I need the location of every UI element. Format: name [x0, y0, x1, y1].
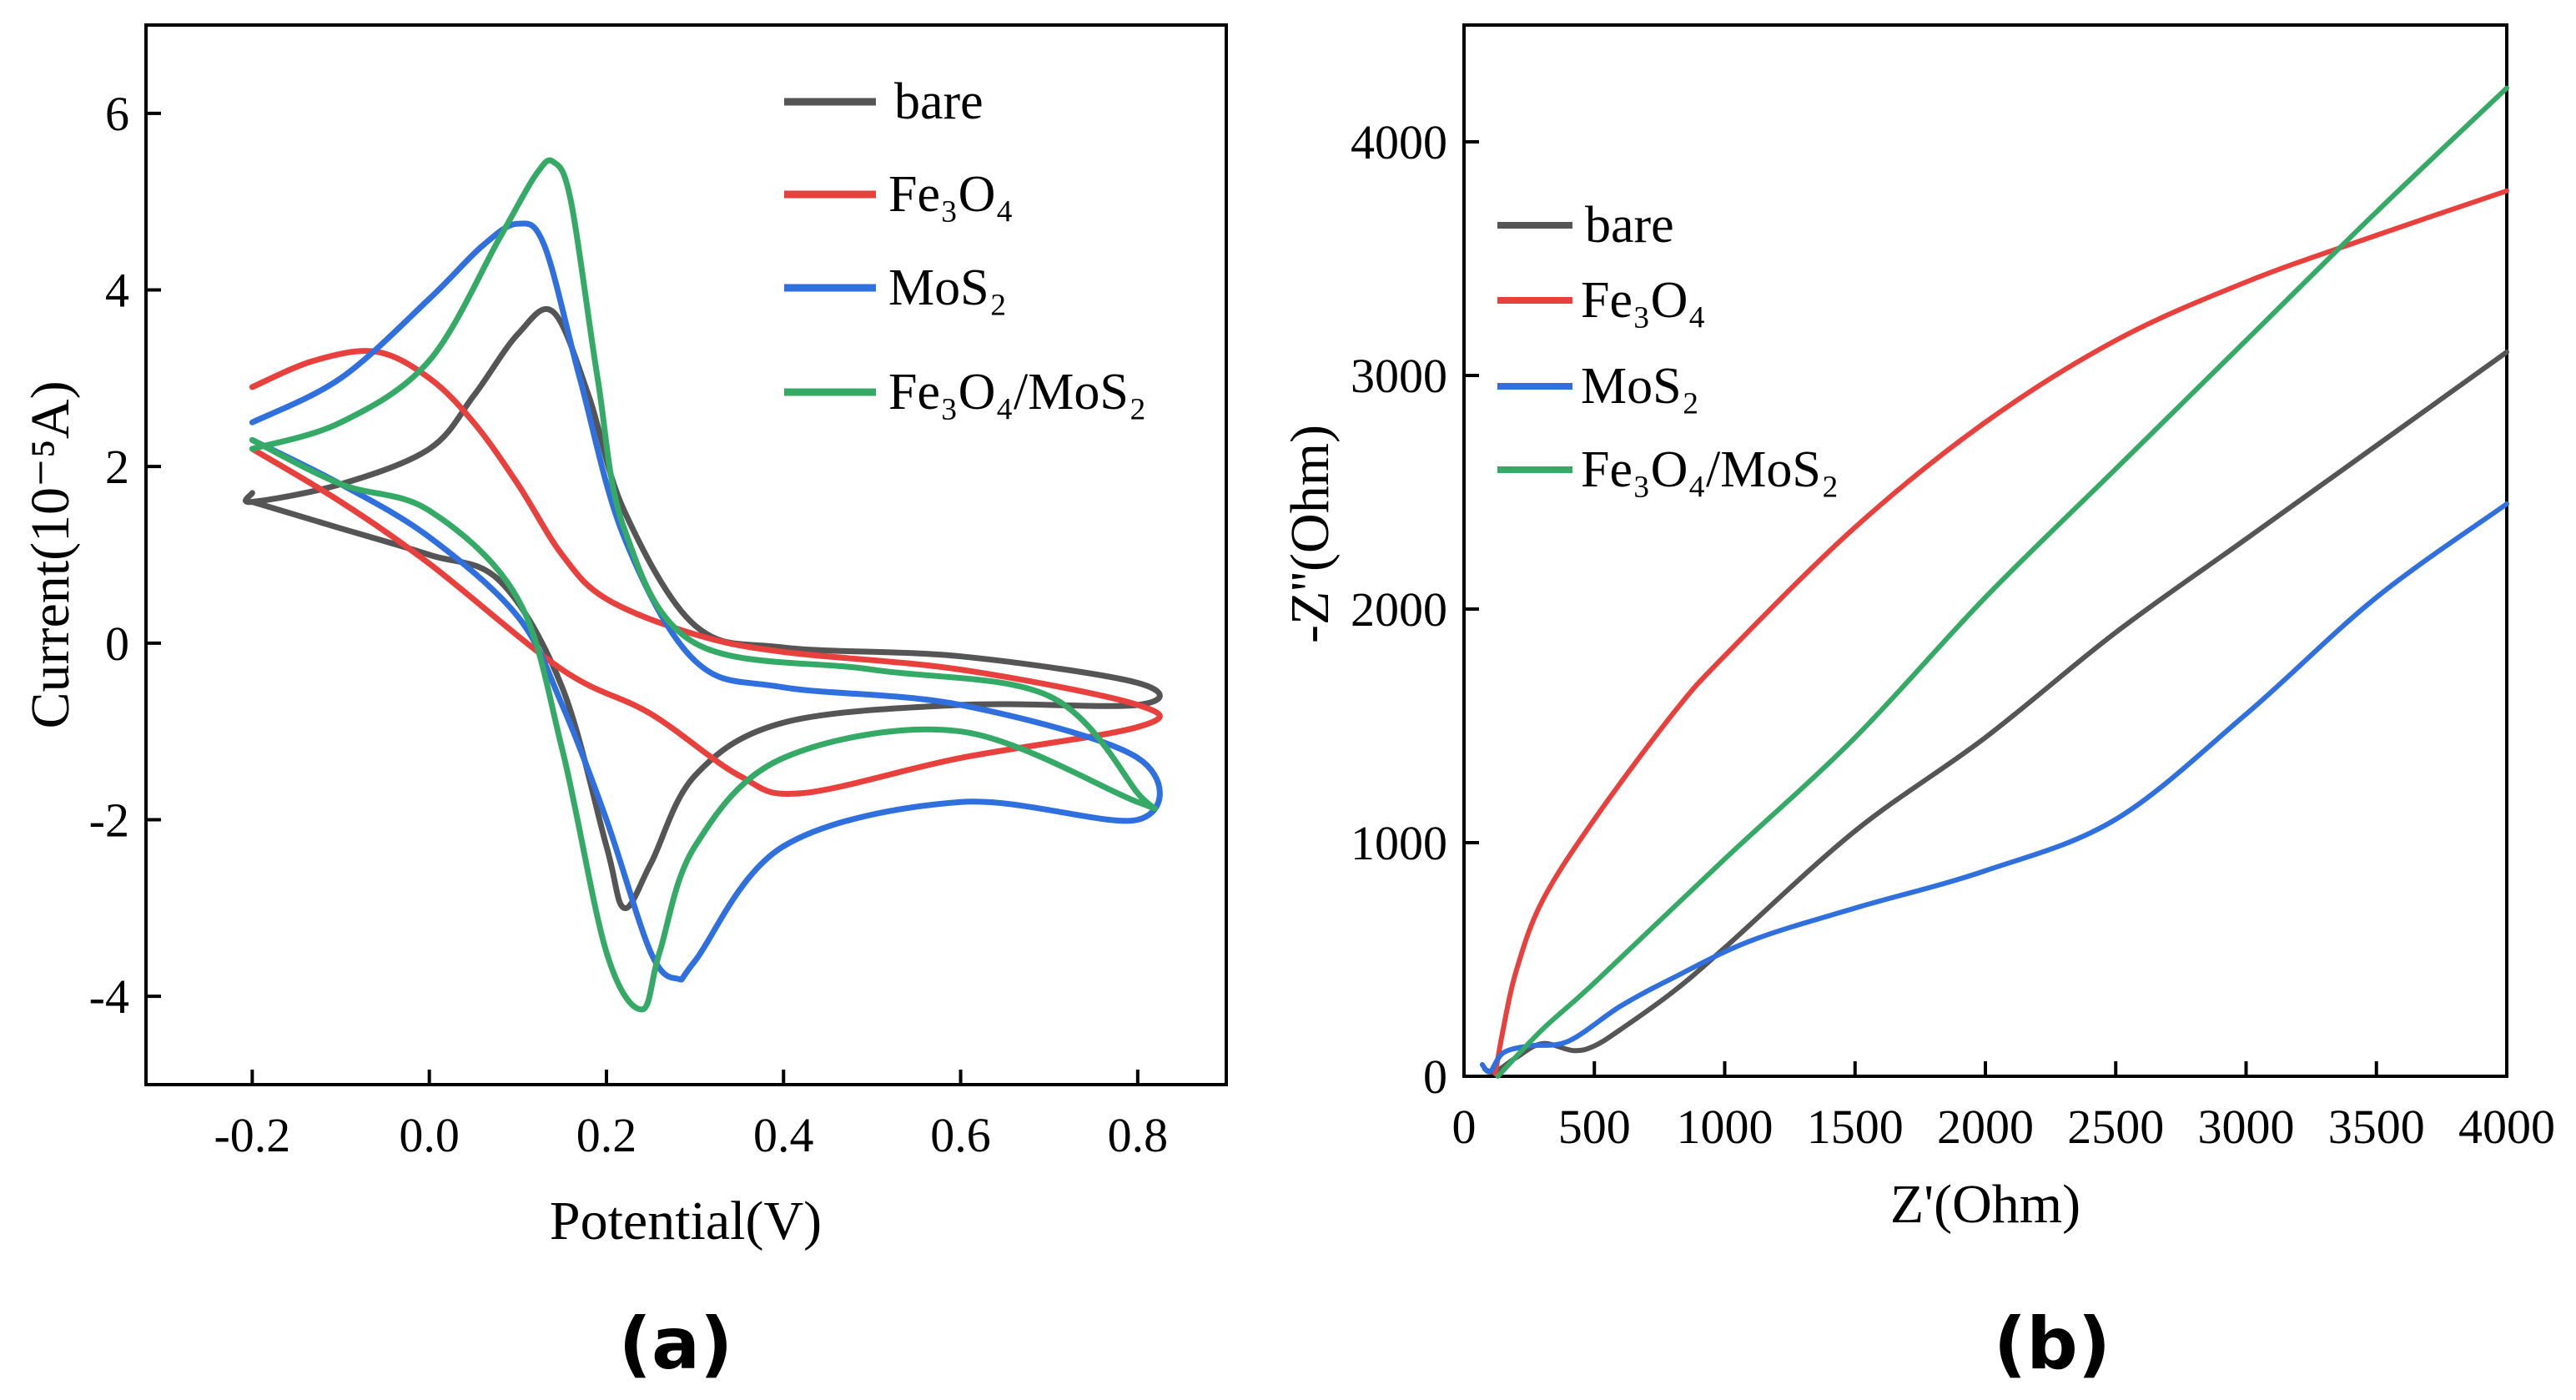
- y-tick-label: 0: [105, 617, 129, 671]
- x-tick-label: 4000: [2458, 1100, 2555, 1154]
- x-tick-label: -0.2: [214, 1108, 290, 1162]
- legend-label-fe3o4: Fe₃O₄: [1581, 272, 1706, 329]
- legend-label-mos2: MoS₂: [1581, 358, 1699, 415]
- x-tick-label: 1000: [1677, 1100, 1774, 1154]
- x-tick-label: 2500: [2067, 1100, 2164, 1154]
- y-tick-label: 4000: [1351, 115, 1447, 169]
- panel-a-label: (a): [619, 1302, 733, 1386]
- legend-label-bare: bare: [894, 73, 984, 130]
- x-tick-label: 2000: [1937, 1100, 2034, 1154]
- panel-a-cyclic-voltammetry: -0.2 0.0 0.2 0.4 0.6 0.8 -4 -2 0 2 4 6 bare Fe₃O₄ M…: [20, 23, 1228, 1386]
- panel-b-legend: bare Fe₃O₄ MoS₂ Fe₃O₄/MoS₂: [1497, 197, 1839, 498]
- y-tick-label: -2: [89, 793, 129, 848]
- series-line-fe3o4-mos2: [249, 157, 1158, 1013]
- panel-b-x-axis-title: Z'(Ohm): [1890, 1174, 2080, 1235]
- panel-b-impedance: 0 500 1000 1500 2000 2500 3000 3500 4000 0 1000 200…: [1280, 23, 2555, 1386]
- x-tick-label: 0.6: [930, 1108, 991, 1162]
- series-line-fe3o4-mos2: [1495, 85, 2509, 1079]
- panel-a-plot-frame: [144, 23, 1228, 1086]
- panel-a-series-group: [243, 157, 1163, 1013]
- y-tick-label: 2000: [1351, 582, 1447, 637]
- x-tick-label: 0.4: [753, 1108, 814, 1162]
- legend-label-fe3o4-mos2: Fe₃O₄/MoS₂: [888, 364, 1146, 421]
- y-tick-label: 2: [105, 440, 129, 494]
- x-tick-label: 3000: [2198, 1100, 2295, 1154]
- panel-b-series-group: [1479, 85, 2509, 1079]
- x-tick-label: 0.8: [1108, 1108, 1169, 1162]
- panel-b-ticks: 0 500 1000 1500 2000 2500 3000 3500 4000 0 1000 200…: [1351, 115, 2555, 1154]
- panel-a-legend: bare Fe₃O₄ MoS₂ Fe₃O₄/MoS₂: [784, 73, 1146, 421]
- y-tick-label: 1000: [1351, 816, 1447, 870]
- y-tick-label: 0: [1423, 1050, 1447, 1104]
- legend-label-fe3o4: Fe₃O₄: [888, 166, 1014, 223]
- panel-a-y-axis-title: Current(10⁻⁵A): [20, 380, 81, 728]
- legend-label-mos2: MoS₂: [888, 259, 1007, 316]
- series-line-mos2: [249, 220, 1163, 983]
- x-tick-label: 0: [1452, 1100, 1477, 1154]
- x-tick-label: 0.2: [576, 1108, 637, 1162]
- y-tick-label: 6: [105, 87, 129, 141]
- panel-b-plot-frame: [1462, 23, 2508, 1078]
- x-tick-label: 3500: [2328, 1100, 2425, 1154]
- series-line-bare: [243, 305, 1163, 911]
- y-tick-label: 3000: [1351, 349, 1447, 403]
- legend-label-bare: bare: [1585, 197, 1674, 254]
- x-tick-label: 0.0: [399, 1108, 460, 1162]
- legend-label-fe3o4-mos2: Fe₃O₄/MoS₂: [1581, 441, 1839, 498]
- panel-a-ticks: -0.2 0.0 0.2 0.4 0.6 0.8 -4 -2 0 2 4 6: [89, 87, 1168, 1162]
- series-line-fe3o4: [249, 348, 1163, 797]
- panel-b-y-axis-title: -Z''(Ohm): [1280, 425, 1341, 643]
- x-tick-label: 1500: [1807, 1100, 1904, 1154]
- y-tick-label: -4: [89, 969, 129, 1024]
- y-tick-label: 4: [105, 264, 129, 318]
- x-tick-label: 500: [1558, 1100, 1631, 1154]
- panel-b-label: (b): [1994, 1302, 2111, 1386]
- panel-a-x-axis-title: Potential(V): [550, 1191, 822, 1251]
- series-line-fe3o4: [1492, 188, 2509, 1077]
